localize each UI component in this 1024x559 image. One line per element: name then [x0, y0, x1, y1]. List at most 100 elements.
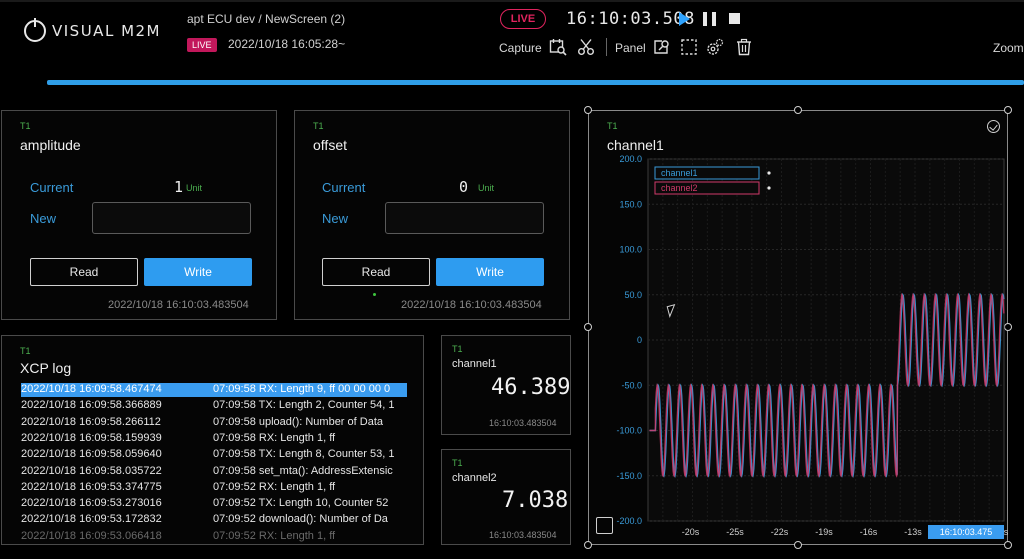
settings-cog-icon[interactable] [706, 38, 724, 56]
trash-icon[interactable] [735, 38, 753, 56]
log-row[interactable]: 2022/10/18 16:09:53.172832 07:09:52 downl… [21, 513, 407, 527]
x-tick-label: -13s [904, 527, 922, 537]
resize-handle[interactable] [794, 106, 802, 114]
log-time: 2022/10/18 16:09:53.066418 [21, 529, 162, 542]
expand-icon[interactable] [596, 517, 613, 534]
write-button[interactable]: Write [144, 258, 252, 286]
panel-title: offset [313, 137, 347, 153]
capture-label: Capture [499, 41, 542, 55]
panel-title: amplitude [20, 137, 81, 153]
app-header: VISUAL M2M apt ECU dev / NewScreen (2) L… [0, 0, 1024, 90]
log-message: 07:09:58 set_mta(): AddressExtensic [213, 464, 393, 477]
y-tick-label: -50.0 [621, 380, 642, 390]
breadcrumb[interactable]: apt ECU dev / NewScreen (2) [187, 12, 346, 26]
top-border [0, 0, 1024, 2]
panel-tag: T1 [452, 458, 463, 468]
resize-handle[interactable] [584, 323, 592, 331]
log-row[interactable]: 2022/10/18 16:09:58.159939 07:09:58 RX: L… [21, 432, 407, 446]
legend-dot [767, 186, 771, 190]
log-row[interactable]: 2022/10/18 16:09:53.066418 07:09:52 RX: L… [21, 530, 407, 544]
current-value: 1 [174, 178, 184, 196]
panel-title: channel1 [452, 358, 497, 370]
log-message: 07:09:58 RX: Length 1, ff [213, 431, 336, 444]
legend-label: channel2 [661, 183, 698, 193]
y-tick-label: -200.0 [616, 516, 642, 526]
x-tick-label: -25s [726, 527, 744, 537]
log-row[interactable]: 2022/10/18 16:09:58.059640 07:09:58 TX: L… [21, 448, 407, 462]
x-tick-label: -20s [682, 527, 700, 537]
y-tick-label: -150.0 [616, 471, 642, 481]
new-label: New [322, 211, 349, 226]
current-label: Current [30, 180, 74, 195]
resize-handle[interactable] [584, 541, 592, 549]
resize-handle[interactable] [1004, 541, 1012, 549]
live-toggle-button[interactable]: LIVE [500, 9, 546, 29]
check-circle-icon[interactable] [987, 120, 1000, 133]
log-time: 2022/10/18 16:09:58.467474 [21, 383, 162, 395]
cursor-time-label: 16:10:03.475 [940, 527, 993, 537]
log-row[interactable]: 2022/10/18 16:09:58.266112 07:09:58 uploa… [21, 416, 407, 430]
log-message: 07:09:52 RX: Length 1, ff [213, 529, 336, 542]
log-row[interactable]: 2022/10/18 16:09:53.374775 07:09:52 RX: L… [21, 481, 407, 495]
zoom-label[interactable]: Zoom [993, 41, 1024, 55]
legend-label: channel1 [661, 168, 698, 178]
log-row[interactable]: 2022/10/18 16:09:58.467474 07:09:58 RX: L… [21, 383, 407, 397]
new-value-input[interactable] [92, 202, 251, 234]
log-time: 2022/10/18 16:09:58.035722 [21, 464, 162, 477]
toolbar-separator [606, 38, 607, 56]
read-button[interactable]: Read [30, 258, 138, 286]
log-time: 2022/10/18 16:09:53.273016 [21, 497, 162, 510]
power-logo-icon [24, 18, 46, 42]
stop-icon[interactable] [729, 13, 740, 24]
line-chart[interactable]: 200.0 150.0 100.0 50.0 0 -50.0 -100.0 -150.0 -20… [588, 150, 1008, 542]
y-tick-label: 200.0 [619, 154, 642, 164]
log-message: 07:09:52 RX: Length 1, ff [213, 480, 336, 493]
log-row[interactable]: 2022/10/18 16:09:58.366889 07:09:58 TX: L… [21, 399, 407, 413]
panel-timestamp: 16:10:03.483504 [489, 418, 557, 428]
log-time: 2022/10/18 16:09:58.159939 [21, 431, 162, 444]
x-tick-label: -19s [815, 527, 833, 537]
status-dot [373, 293, 376, 296]
channel2-value-panel: T1 channel2 7.038 16:10:03.483504 [441, 449, 571, 545]
current-label: Current [322, 180, 366, 195]
unit-label: Unit [478, 183, 495, 193]
panel-tag: T1 [607, 121, 618, 131]
x-tick-label: -16s [860, 527, 878, 537]
write-button[interactable]: Write [436, 258, 544, 286]
live-badge: LIVE [187, 38, 217, 52]
select-area-icon[interactable] [680, 38, 698, 56]
timeline-progress-bar[interactable] [47, 80, 1024, 85]
log-row[interactable]: 2022/10/18 16:09:53.273016 07:09:52 TX: L… [21, 497, 407, 511]
panel-tag: T1 [313, 121, 324, 131]
calendar-search-icon[interactable] [549, 38, 567, 56]
series-line-channel2 [649, 292, 1005, 478]
logo: VISUAL M2M [24, 18, 161, 42]
current-value: 0 [459, 178, 469, 196]
log-row[interactable]: 2022/10/18 16:09:58.035722 07:09:58 set_m… [21, 465, 407, 479]
offset-panel: T1 offset Current 0 Unit New Read Write … [294, 110, 570, 320]
panel-title: XCP log [20, 360, 72, 376]
read-button[interactable]: Read [322, 258, 430, 286]
pause-icon[interactable] [703, 12, 716, 26]
legend-box [654, 181, 760, 195]
value-display: 7.038 [502, 488, 569, 513]
y-tick-label: -100.0 [616, 426, 642, 436]
panel-timestamp: 2022/10/18 16:10:03.483504 [401, 299, 542, 311]
resize-handle[interactable] [1004, 106, 1012, 114]
play-icon[interactable] [679, 12, 690, 26]
resize-handle[interactable] [584, 106, 592, 114]
panel-label: Panel [615, 41, 646, 55]
amplitude-panel: T1 amplitude Current 1 Unit New Read Wri… [1, 110, 277, 320]
new-value-input[interactable] [385, 202, 544, 234]
panel-timestamp: 16:10:03.483504 [489, 530, 557, 540]
panel-tag: T1 [20, 346, 31, 356]
scissors-icon[interactable] [577, 38, 595, 56]
log-time: 2022/10/18 16:09:53.374775 [21, 480, 162, 493]
panel-edit-icon[interactable] [653, 38, 671, 56]
log-message: 07:09:58 TX: Length 8, Counter 53, 1 [213, 448, 395, 461]
log-time: 2022/10/18 16:09:58.266112 [21, 415, 161, 428]
panel-title: channel1 [607, 137, 664, 153]
log-message: 07:09:52 download(): Number of Da [213, 513, 388, 526]
log-time: 2022/10/18 16:09:53.172832 [21, 513, 162, 526]
resize-handle[interactable] [794, 541, 802, 549]
